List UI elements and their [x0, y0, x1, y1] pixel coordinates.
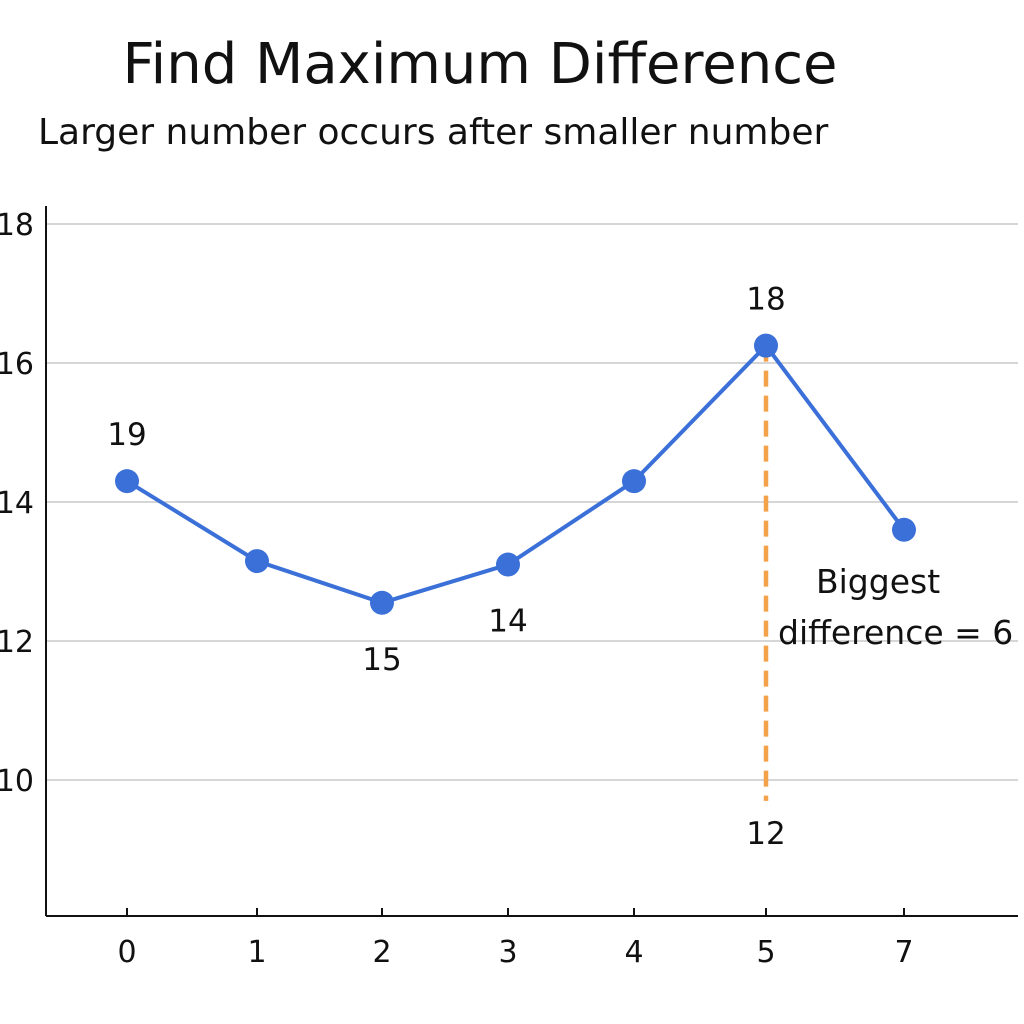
data-label-5: 18	[746, 282, 785, 318]
data-label-3: 14	[488, 604, 527, 640]
data-point-7	[892, 517, 916, 542]
x-tick-0: 0	[117, 935, 136, 970]
chart-title: Find Maximum Difference	[122, 32, 838, 97]
chart-subtitle: Larger number occurs after smaller numbe…	[38, 112, 829, 153]
data-point-2	[370, 590, 394, 615]
x-tick-4: 4	[624, 935, 643, 970]
y-tick-14: 14	[0, 486, 34, 521]
data-labels: 19 15 14 18	[107, 282, 785, 678]
highlight-bottom-label: 12	[746, 816, 785, 852]
axes	[45, 206, 1018, 917]
y-tick-18: 18	[0, 208, 34, 243]
data-point-5	[754, 333, 778, 358]
x-tick-3: 3	[498, 935, 517, 970]
data-points	[115, 333, 916, 615]
data-point-3	[496, 552, 520, 577]
x-tick-5: 5	[756, 935, 775, 970]
annotation-line-1: Biggest	[816, 562, 940, 601]
y-tick-16: 16	[0, 347, 34, 382]
y-tick-10: 10	[0, 764, 34, 799]
data-point-0	[115, 469, 139, 494]
difference-highlight: 12	[746, 345, 786, 852]
x-tick-7: 7	[894, 935, 913, 970]
x-tick-labels: 0 1 2 3 4 5 7	[117, 908, 914, 970]
data-point-1	[245, 549, 269, 574]
data-label-0: 19	[107, 417, 146, 453]
y-tick-labels: 10 12 14 16 18	[0, 208, 34, 799]
annotation-line-2: difference = 6	[778, 613, 1013, 652]
gridlines	[46, 223, 1018, 781]
data-label-2: 15	[362, 642, 401, 678]
y-tick-12: 12	[0, 625, 34, 660]
x-tick-1: 1	[247, 935, 266, 970]
x-tick-2: 2	[372, 935, 391, 970]
data-point-4	[622, 469, 646, 494]
